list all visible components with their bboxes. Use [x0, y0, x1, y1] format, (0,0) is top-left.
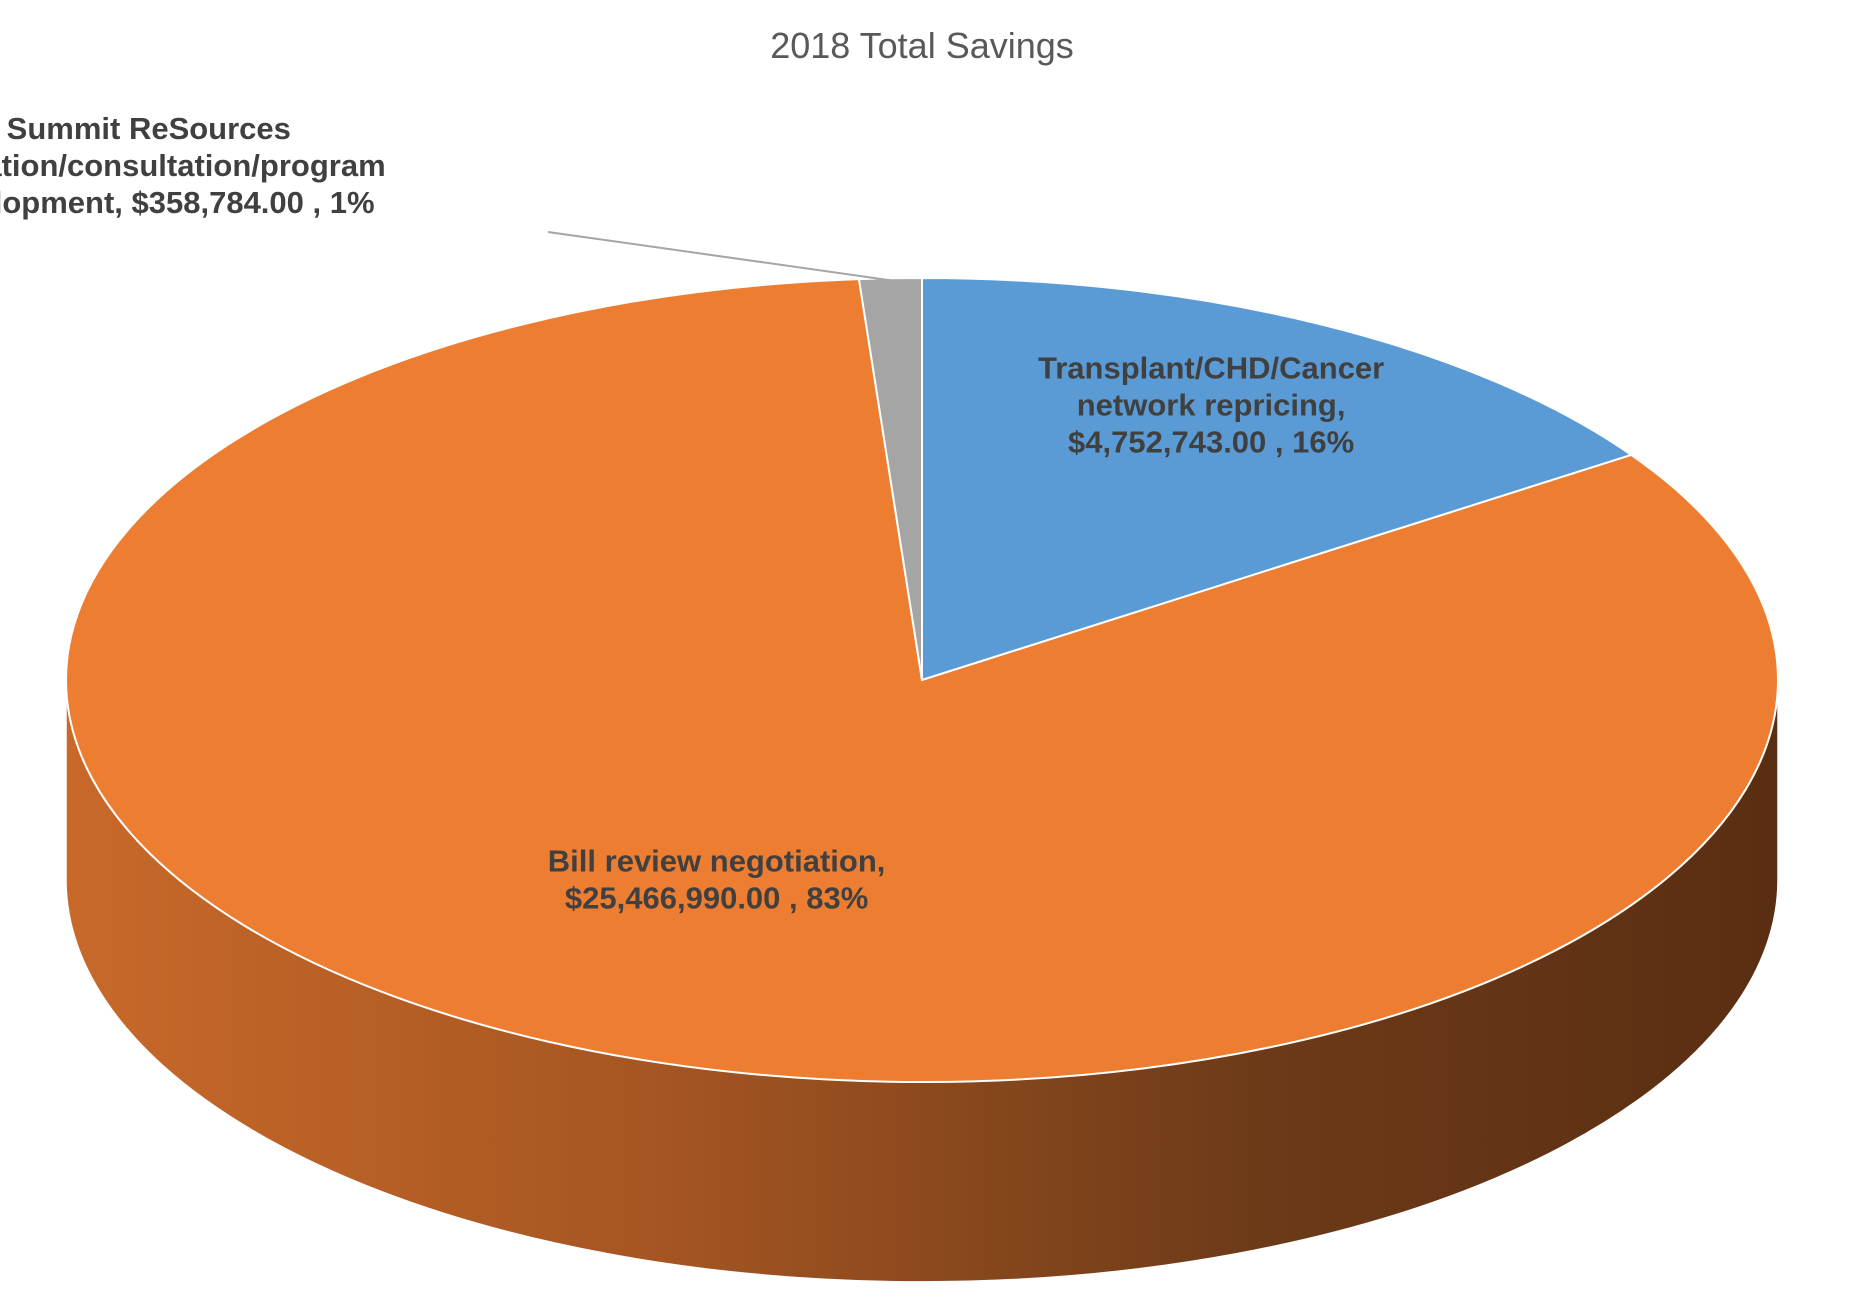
pie-slice-0: [921, 276, 1634, 682]
leader-line-2: [547, 231, 891, 282]
data-label-line: development, $358,784.00 , 1%: [0, 185, 375, 220]
data-label-line: Summit ReSources: [7, 111, 291, 146]
data-label-line: Bill review negotiation,: [548, 843, 886, 878]
data-label-line: $4,752,743.00 , 16%: [1068, 424, 1354, 459]
data-label-line: network repricing,: [1077, 387, 1346, 422]
pie-slice-1: [65, 278, 1779, 1083]
pie-slices: [65, 276, 1779, 1083]
pie-slice-2: [857, 276, 923, 681]
pie-leader-lines: [547, 231, 891, 282]
chart-title: 2018 Total Savings: [770, 25, 1074, 66]
data-label-line: Transplant/CHD/Cancer: [1038, 350, 1384, 385]
data-label-line: education/consultation/program: [0, 148, 386, 183]
data-label-line: $25,466,990.00 , 83%: [565, 880, 868, 915]
